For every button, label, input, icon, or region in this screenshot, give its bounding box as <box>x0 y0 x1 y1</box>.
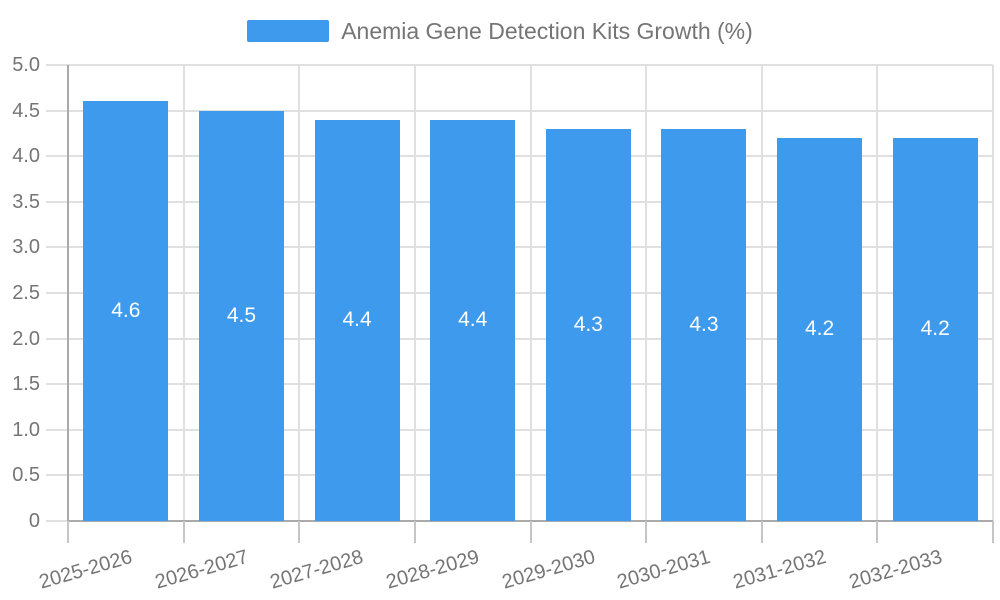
y-axis-line <box>67 65 69 521</box>
y-axis-tick-label: 5.0 <box>12 54 40 76</box>
x-gridline <box>876 65 879 521</box>
y-axis-tick-label: 3.0 <box>12 236 40 259</box>
x-axis-tick-label: 2032-2033 <box>846 546 945 594</box>
y-axis-tick-label: 4.0 <box>12 145 40 168</box>
x-axis-tick <box>645 521 648 543</box>
x-axis-tick <box>67 521 69 543</box>
bar-value-label: 4.6 <box>111 299 141 323</box>
x-axis-tick <box>182 521 185 543</box>
y-axis-tick-label: 1.0 <box>12 418 40 441</box>
x-gridline <box>182 65 185 521</box>
x-axis-tick-label: 2025-2026 <box>36 546 135 594</box>
x-axis-tick-label: 2028-2029 <box>383 546 482 594</box>
x-axis-tick-label: 2031-2032 <box>730 546 829 594</box>
y-gridline <box>46 474 993 477</box>
y-gridline <box>46 246 993 249</box>
bar[interactable] <box>777 137 863 521</box>
x-axis-tick <box>760 521 763 543</box>
y-gridline <box>46 428 993 431</box>
y-axis-tick-label: 2.5 <box>12 282 40 304</box>
legend-label: Anemia Gene Detection Kits Growth (%) <box>341 17 753 44</box>
bar-value-label: 4.4 <box>458 308 488 332</box>
bar-value-label: 4.3 <box>573 312 603 336</box>
x-axis-tick-label: 2030-2031 <box>614 546 714 594</box>
legend-swatch <box>247 20 330 42</box>
bar-value-label: 4.5 <box>226 303 257 327</box>
y-axis-tick-label: 1.5 <box>12 373 40 396</box>
y-gridline <box>46 200 993 203</box>
x-gridline <box>529 65 532 521</box>
bar-value-label: 4.4 <box>342 308 372 332</box>
x-axis-tick-label: 2026-2027 <box>152 546 251 594</box>
bar[interactable] <box>892 137 978 521</box>
x-gridline <box>992 65 994 521</box>
bar-value-label: 4.2 <box>804 317 835 341</box>
bar[interactable] <box>83 101 169 521</box>
y-axis-tick-label: 0.5 <box>12 464 40 487</box>
y-gridline <box>46 155 993 158</box>
x-axis-tick <box>992 521 994 543</box>
bar[interactable] <box>198 110 284 521</box>
x-axis-tick-label: 2029-2030 <box>499 546 598 594</box>
x-axis-tick <box>413 521 416 543</box>
x-gridline <box>413 65 416 521</box>
y-gridline <box>46 64 993 66</box>
bar[interactable] <box>545 128 631 521</box>
x-axis-tick <box>529 521 532 543</box>
y-gridline <box>46 292 993 294</box>
bar-value-label: 4.2 <box>920 317 950 341</box>
x-axis-tick-label: 2027-2028 <box>268 546 367 594</box>
y-gridline <box>46 337 993 340</box>
y-gridline <box>46 109 993 112</box>
x-gridline <box>298 65 301 521</box>
y-axis-tick-label: 2.0 <box>12 327 40 350</box>
y-axis-tick-label: 4.5 <box>12 99 40 122</box>
x-axis-tick <box>298 521 301 543</box>
y-axis-tick-label: 3.5 <box>12 190 40 213</box>
bar[interactable] <box>430 119 516 521</box>
y-axis-tick-label: 0 <box>28 510 40 532</box>
x-axis-tick <box>876 521 879 543</box>
y-gridline <box>46 383 993 386</box>
bar-value-label: 4.3 <box>689 312 719 336</box>
bar[interactable] <box>661 128 747 521</box>
x-gridline <box>645 65 648 521</box>
x-gridline <box>760 65 763 521</box>
chart-legend[interactable]: Anemia Gene Detection Kits Growth (%) <box>0 16 1000 46</box>
bar[interactable] <box>314 119 400 521</box>
